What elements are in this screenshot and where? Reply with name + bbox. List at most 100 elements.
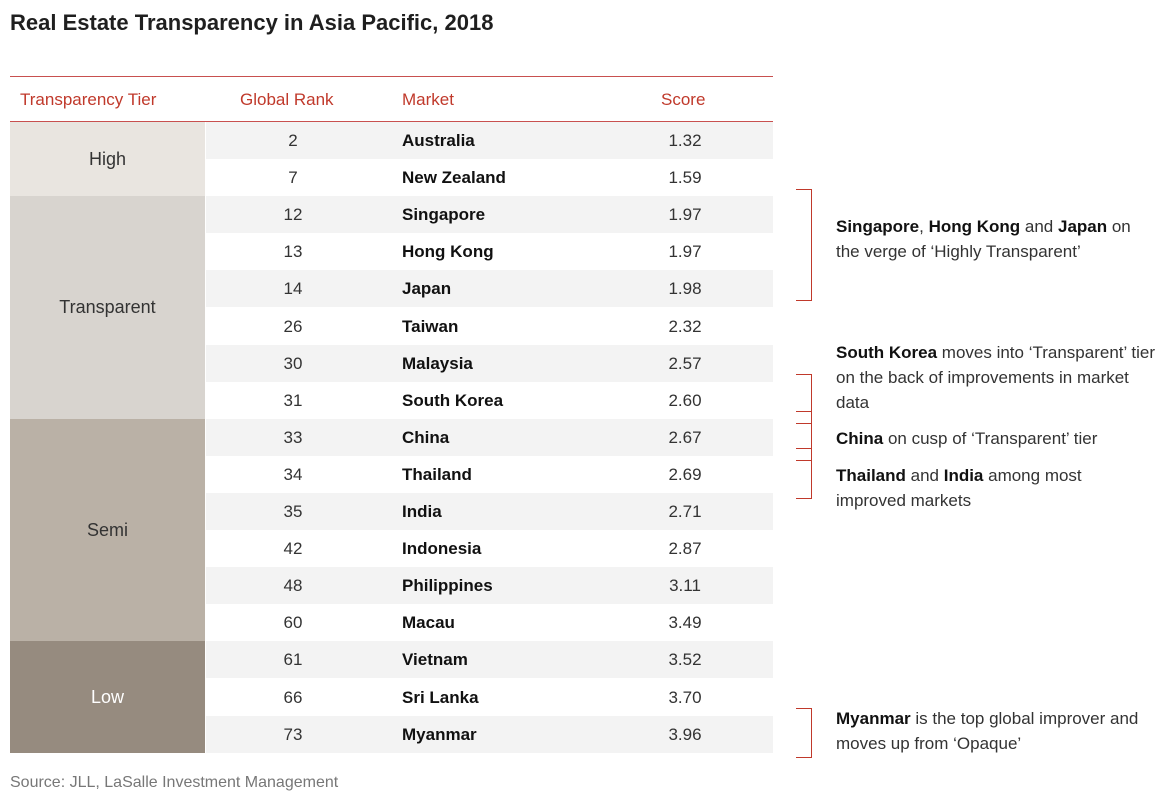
chart-title: Real Estate Transparency in Asia Pacific… [10,10,494,35]
source-note: Source: JLL, LaSalle Investment Manageme… [10,774,339,791]
market-cell: Sri Lanka [402,687,479,707]
market-cell: Japan [402,279,452,299]
score-value: 1.59 [668,168,702,188]
rank-value: 13 [283,242,303,262]
rank-value: 14 [283,279,303,299]
annotation-note: China on cusp of ‘Transparent’ tier [836,426,1156,451]
annotation-text: and [905,466,944,485]
rank-value: 7 [288,168,298,188]
score-value: 1.98 [668,279,702,299]
annotation-market-name: China [836,429,884,448]
rank-value: 60 [283,613,303,633]
tier-block-low: Low [10,641,205,753]
rank-value: 48 [283,576,303,596]
annotation-note: Thailand and India among most improved m… [836,463,1156,513]
table-row: 66 Sri Lanka 3.70 [206,679,773,716]
annotation-text: among most improved markets [836,466,1082,510]
header-score: Score [661,90,706,109]
header-market: Market [402,90,454,109]
annotation-bracket [796,448,812,499]
market-cell: Philippines [402,576,493,596]
annotation-text: on cusp of ‘Transparent’ tier [883,429,1098,448]
market-cell: Taiwan [402,316,459,336]
annotation-market-name: India [943,466,984,485]
score-value: 2.32 [668,316,702,336]
table-row: 13 Hong Kong 1.97 [206,233,773,270]
header-transparency-tier: Transparency Tier [20,90,157,109]
rank-value: 31 [283,390,303,410]
annotation-text: is the top global improver and moves up … [836,709,1139,753]
annotation-market-name: Myanmar [836,709,911,728]
score-value: 2.69 [668,464,702,484]
market-cell: Hong Kong [402,242,494,262]
annotation-bracket [796,374,812,425]
annotation-market-name: Hong Kong [928,217,1021,236]
table-row: 7 New Zealand 1.59 [206,159,773,196]
score-value: 3.52 [668,650,702,670]
annotation-note: Singapore, Hong Kong and Japan on the ve… [836,214,1156,264]
market-cell: New Zealand [402,168,506,188]
annotation-market-name: Thailand [836,466,906,485]
market-cell: Vietnam [402,650,468,670]
market-cell: Myanmar [402,724,477,744]
market-cell: Singapore [402,205,486,225]
market-cell: Macau [402,613,455,633]
market-cell: Indonesia [402,539,482,559]
rank-value: 33 [283,427,303,447]
rank-value: 30 [283,353,303,373]
table-row: 42 Indonesia 2.87 [206,530,773,567]
score-value: 1.97 [668,242,702,262]
rank-value: 34 [283,464,303,484]
annotation-text: and [1020,217,1058,236]
table-row: 31 South Korea 2.60 [206,382,773,419]
table-row: 34 Thailand 2.69 [206,456,773,493]
tier-block-semi: Semi [10,418,205,642]
table-row: 12 Singapore 1.97 [206,196,773,234]
header-rule [10,121,773,122]
score-value: 1.32 [668,131,702,150]
table-row: 35 India 2.71 [206,493,773,530]
annotation-bracket [796,411,812,462]
table-row: 30 Malaysia 2.57 [206,344,773,382]
tier-block-transparent: Transparent [10,196,205,419]
score-value: 3.96 [668,724,702,744]
market-cell: South Korea [402,390,504,410]
annotation-market-name: Singapore [836,217,920,236]
score-value: 2.67 [668,427,702,447]
table-row: 26 Taiwan 2.32 [206,308,773,345]
table-row: 48 Philippines 3.11 [206,567,773,605]
header-global-rank: Global Rank [240,90,334,109]
annotation-text: , [919,217,929,236]
rank-value: 2 [288,131,298,150]
rank-value: 26 [283,316,303,336]
annotation-bracket [796,189,812,302]
rank-value: 42 [283,539,303,559]
rank-value: 73 [283,724,303,744]
rank-value: 12 [283,205,303,225]
table-row: 73 Myanmar 3.96 [206,715,773,753]
score-value: 2.57 [668,353,702,373]
market-cell: India [402,502,442,521]
market-cell: Australia [402,131,475,150]
rank-value: 66 [283,687,303,707]
score-value: 2.87 [668,539,702,559]
score-value: 2.60 [668,390,702,410]
table-row: 33 China 2.67 [206,418,773,456]
table-row: 2 Australia 1.32 [206,122,773,159]
annotation-note: South Korea moves into ‘Transparent’ tie… [836,340,1156,415]
tier-block-high: High [10,122,205,197]
score-value: 2.71 [668,502,702,521]
score-value: 3.11 [669,576,701,596]
annotation-text: moves into ‘Transparent’ tier on the bac… [836,343,1155,412]
annotation-note: Myanmar is the top global improver and m… [836,706,1156,756]
market-cell: Thailand [402,464,472,484]
top-rule [10,76,773,77]
market-cell: Malaysia [402,353,473,373]
score-value: 1.97 [668,205,702,225]
score-value: 3.70 [668,687,702,707]
table-row: 60 Macau 3.49 [206,604,773,641]
table-row: 61 Vietnam 3.52 [206,641,773,679]
score-value: 3.49 [668,613,702,633]
annotation-bracket [796,708,812,759]
market-cell: China [402,427,450,447]
